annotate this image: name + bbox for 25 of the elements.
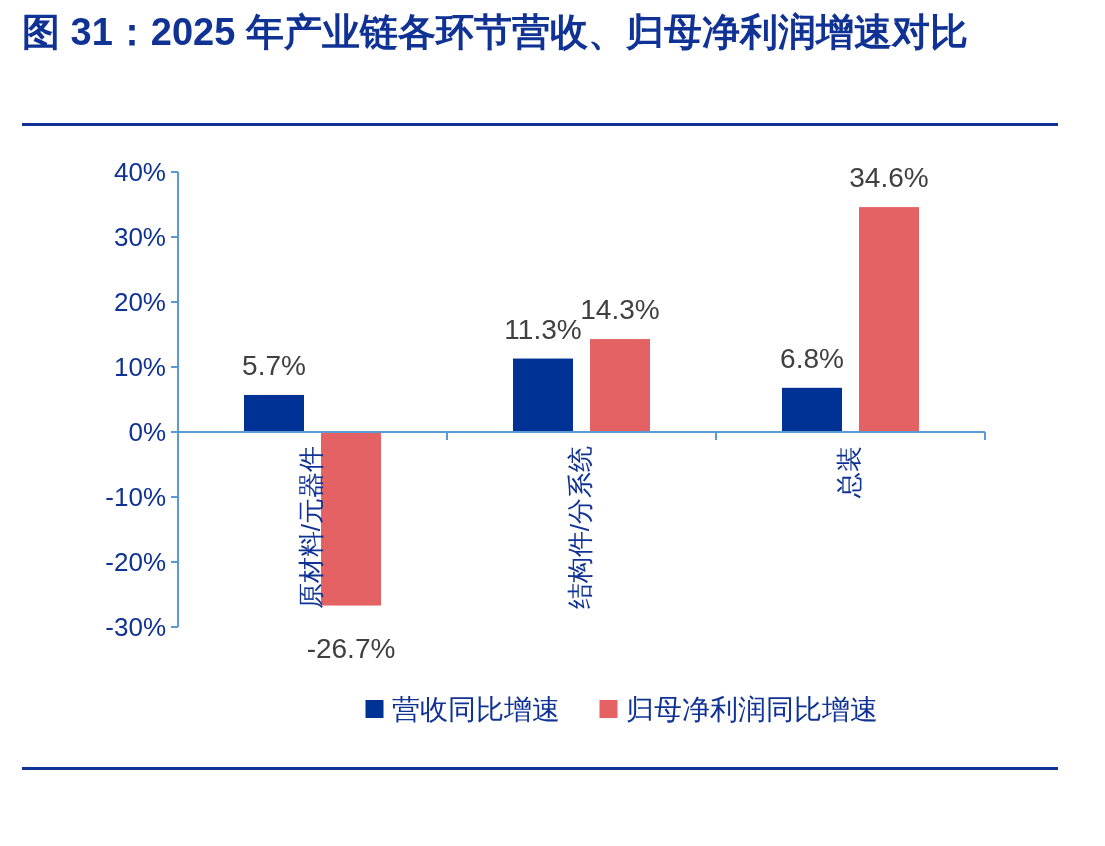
x-tick-label: 总装 [833, 446, 864, 499]
bar [244, 394, 304, 432]
x-tick-label: 结构件/分系统 [564, 446, 595, 610]
data-label: 14.3% [580, 294, 660, 326]
bar [513, 358, 573, 432]
bar [859, 207, 919, 432]
legend-label: 归母净利润同比增速 [625, 694, 878, 725]
y-tick-label: 40% [113, 157, 166, 187]
data-label: 6.8% [780, 342, 844, 374]
data-label: 11.3% [504, 313, 582, 345]
bar [782, 387, 842, 432]
y-tick-label: 10% [113, 352, 166, 382]
y-tick-label: -20% [105, 547, 166, 577]
y-tick-label: 0% [128, 417, 166, 447]
y-tick-label: 30% [113, 222, 166, 252]
bar [590, 339, 650, 432]
y-tick-label: 20% [113, 287, 166, 317]
y-tick-label: -30% [105, 612, 166, 642]
chart-title: 图 31：2025 年产业链各环节营收、归母净利润增速对比 [22, 10, 969, 55]
data-label: 5.7% [242, 349, 306, 381]
y-tick-label: -10% [105, 482, 166, 512]
data-label: 34.6% [849, 162, 929, 194]
data-label: -26.7% [306, 632, 396, 664]
legend-label: 营收同比增速 [391, 694, 560, 725]
x-tick-label: 原材料/元器件 [295, 446, 326, 610]
